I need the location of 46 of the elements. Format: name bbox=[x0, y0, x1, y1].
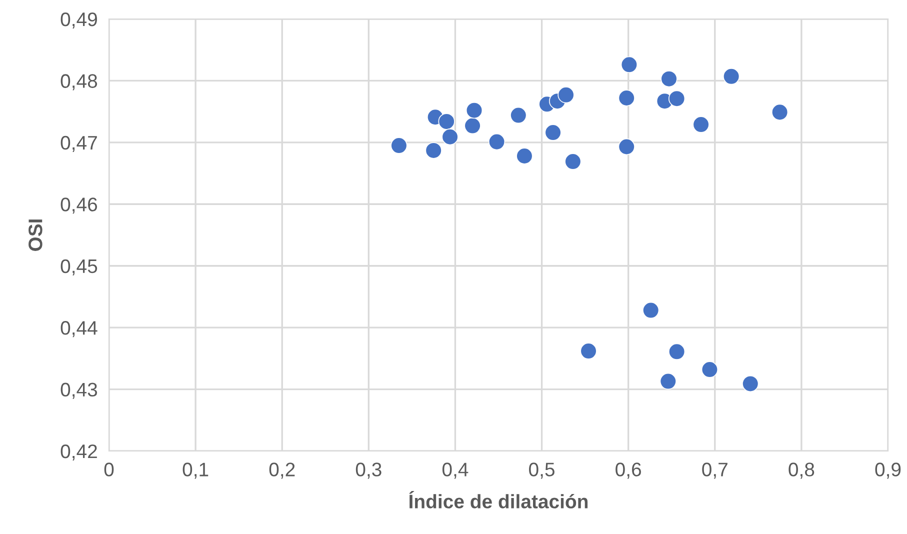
point bbox=[558, 86, 574, 104]
x-tick-label: 0,1 bbox=[182, 462, 208, 479]
y-axis-title: OSI bbox=[28, 220, 42, 251]
point bbox=[771, 104, 788, 121]
point bbox=[488, 133, 506, 150]
point bbox=[618, 138, 635, 156]
point bbox=[642, 302, 660, 319]
point bbox=[701, 361, 718, 378]
y-tick-label: 0,49 bbox=[60, 12, 97, 29]
y-tick-label: 0,44 bbox=[60, 321, 98, 338]
point bbox=[668, 90, 686, 107]
point bbox=[620, 56, 638, 74]
point bbox=[660, 70, 678, 88]
y-tick-label: 0,48 bbox=[60, 74, 98, 90]
x-tick-label: 0,5 bbox=[529, 462, 554, 479]
x-tick-label: 0,6 bbox=[616, 462, 641, 479]
point bbox=[660, 372, 676, 390]
x-axis-title: Índice de dilatación bbox=[409, 490, 588, 508]
point bbox=[544, 124, 562, 141]
y-tick-label: 0,45 bbox=[60, 259, 98, 276]
y-tick-label: 0,43 bbox=[60, 382, 98, 399]
x-tick-label: 0,4 bbox=[442, 462, 468, 479]
point bbox=[618, 90, 635, 106]
point bbox=[425, 142, 442, 159]
y-tick-label: 0,42 bbox=[60, 444, 97, 461]
point bbox=[438, 113, 455, 130]
point bbox=[466, 102, 483, 119]
point bbox=[668, 343, 686, 360]
y-tick-label: 0,47 bbox=[60, 136, 97, 152]
x-tick-label: 0,2 bbox=[269, 462, 295, 479]
x-tick-label: 0,8 bbox=[788, 462, 814, 479]
point bbox=[464, 117, 481, 134]
point bbox=[742, 375, 759, 392]
point bbox=[442, 128, 458, 146]
point bbox=[510, 106, 527, 124]
x-tick-label: 0,3 bbox=[356, 462, 382, 479]
point bbox=[516, 148, 533, 164]
x-tick-label: 0 bbox=[104, 462, 114, 476]
point bbox=[692, 116, 710, 133]
x-tick-label: 0,9 bbox=[875, 462, 901, 479]
y-tick-label: 0,46 bbox=[60, 198, 98, 214]
point bbox=[390, 137, 408, 154]
point bbox=[564, 153, 582, 170]
point bbox=[722, 68, 740, 85]
point bbox=[580, 342, 597, 360]
x-tick-label: 0,7 bbox=[702, 462, 728, 479]
